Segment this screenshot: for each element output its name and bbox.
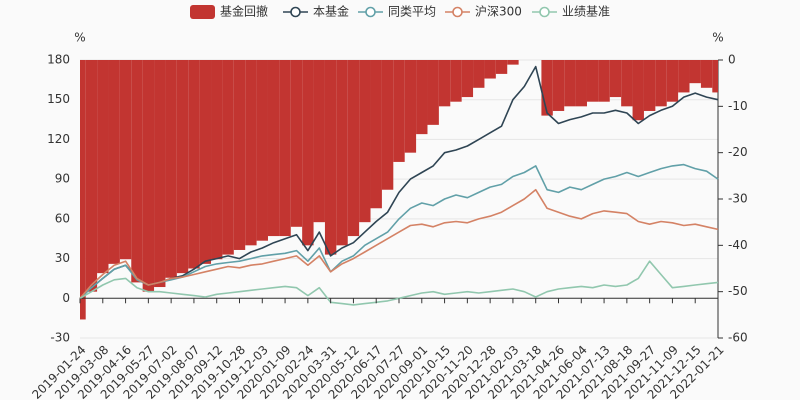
y-tick-label: 180 [47,53,70,67]
drawdown-bar [302,60,314,246]
drawdown-bar [564,60,576,107]
y-axis-label: % [74,31,85,45]
drawdown-bar [336,60,348,246]
legend-label: 本基金 [313,4,349,19]
legend-item[interactable]: 本基金 [283,4,349,19]
drawdown-bar [256,60,268,241]
y2-tick-label: -10 [728,99,748,113]
y2-tick-label: -30 [728,192,748,206]
drawdown-bar [541,60,553,116]
drawdown-bar [643,60,656,111]
drawdown-bar [473,60,485,88]
drawdown-bar [598,60,610,102]
y-tick-label: 30 [55,251,70,265]
y-tick-label: -30 [50,331,70,345]
legend-item[interactable]: 业绩基准 [532,5,610,19]
drawdown-bar [222,60,234,255]
series-line [79,65,719,299]
drawdown-bar [142,60,155,292]
legend-marker [539,6,550,18]
drawdown-bar [381,60,394,190]
drawdown-bar [85,60,98,292]
series-line [79,163,719,299]
drawdown-bar [347,60,360,237]
series-line [79,188,719,299]
drawdown-bar [176,60,189,274]
drawdown-bar [404,60,417,153]
drawdown-bar [689,60,701,84]
drawdown-bar [461,60,474,98]
y-tick-label: 150 [47,92,70,106]
drawdown-bar [199,60,212,264]
y-tick-label: 120 [47,132,70,146]
y2-axis-label: % [712,31,723,45]
drawdown-bar [495,60,508,74]
drawdown-bar [267,60,280,237]
y-tick-label: 60 [55,211,70,225]
legend-label: 基金回撤 [220,4,268,19]
drawdown-bar [313,60,325,223]
legend-item[interactable]: 沪深300 [445,5,522,19]
drawdown-bar [621,60,633,107]
drawdown-bar [154,60,166,288]
drawdown-bar [233,60,246,250]
legend-marker [452,6,463,18]
drawdown-bar [245,60,257,246]
drawdown-bar [131,60,143,283]
drawdown-bar [97,60,109,274]
drawdown-bar [438,60,451,107]
drawdown-bar [678,60,690,93]
drawdown-bar [552,60,565,111]
drawdown-bar [712,60,718,93]
drawdown-bar [211,60,223,260]
y-tick-label: 90 [55,172,70,186]
drawdown-bar [700,60,713,88]
drawdown-bar [609,60,622,98]
y2-tick-label: -60 [728,331,748,345]
drawdown-bar [370,60,382,209]
drawdown-bar [165,60,177,278]
drawdown-bar [279,60,291,237]
drawdown-bar [666,60,679,102]
drawdown-bar [80,60,86,320]
drawdown-bar [416,60,428,135]
y2-tick-label: -40 [728,238,748,252]
drawdown-bar [484,60,496,79]
drawdown-bar [393,60,405,162]
drawdown-bar [575,60,587,107]
y2-tick-label: -50 [728,284,748,298]
legend-label: 沪深300 [475,5,522,19]
drawdown-bar [108,60,120,264]
drawdown-bar [450,60,462,102]
legend-marker [290,6,301,18]
y2-tick-label: 0 [728,53,736,67]
drawdown-bar [290,60,303,227]
legend-label: 业绩基准 [562,5,610,19]
drawdown-bar [359,60,371,223]
legend-label: 同类平均 [388,5,436,19]
y2-tick-label: -20 [728,145,748,159]
legend-marker [365,6,376,18]
drawdown-bar [427,60,439,125]
legend-item[interactable]: 同类平均 [358,5,436,19]
drawdown-bar [586,60,599,102]
drawdown-bar [324,60,337,255]
drawdown-bar [632,60,644,121]
drawdown-bar [655,60,667,107]
drawdown-bar [188,60,200,269]
legend-item[interactable]: 基金回撤 [190,4,268,20]
drawdown-bar [119,60,132,260]
legend-swatch [190,5,215,19]
drawdown-bar [507,60,519,65]
y-tick-label: 0 [62,291,70,305]
